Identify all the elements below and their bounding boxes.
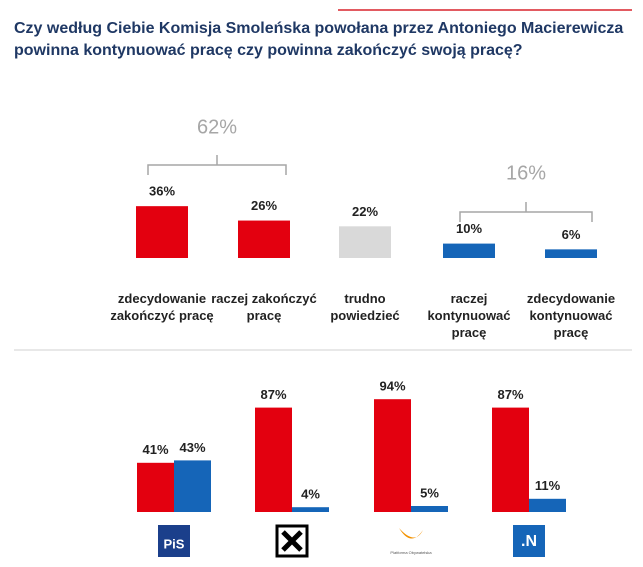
value-label: 11% [535, 478, 561, 493]
bar [339, 226, 391, 258]
value-label: 5% [420, 485, 439, 500]
value-label: 94% [379, 379, 405, 394]
category-label: raczej kontynuować pracę [427, 291, 511, 340]
value-label: 10% [456, 221, 482, 236]
bar [374, 399, 411, 512]
bracket [459, 202, 593, 222]
value-label: 22% [352, 204, 378, 219]
bar [238, 220, 290, 258]
logo [158, 525, 190, 557]
value-label: 26% [251, 198, 277, 213]
value-label: 87% [260, 387, 286, 402]
bar [443, 243, 495, 258]
bar [411, 506, 448, 512]
annotation: 62% [197, 116, 237, 138]
category-label: raczej zakończyć pracę [211, 291, 317, 323]
logo [399, 528, 423, 539]
bar [136, 206, 188, 258]
bar [137, 462, 174, 512]
bar [174, 460, 211, 512]
value-label: 6% [562, 227, 581, 242]
value-label: 87% [497, 387, 523, 402]
bracket [147, 155, 287, 175]
bar [292, 507, 329, 512]
category-label: zdecydowanie zakończyć pracę [110, 291, 214, 323]
bar [529, 498, 566, 512]
chart-title: Czy według Ciebie Komisja Smoleńska powo… [14, 20, 624, 59]
category-label: zdecydowanie kontynuować pracę [526, 291, 616, 340]
value-label: 41% [142, 442, 168, 457]
category-label: trudno powiedzieć [330, 291, 400, 323]
value-label: 36% [149, 184, 175, 199]
logo-text: .N [521, 533, 537, 550]
bar [492, 407, 529, 512]
logo-text: PiS [164, 536, 185, 551]
logo [513, 525, 545, 557]
value-label: 43% [179, 440, 205, 455]
bar [545, 249, 597, 258]
logo-text: Platforma Obywatelska [390, 550, 432, 555]
annotation: 16% [506, 162, 546, 184]
value-label: 4% [301, 487, 320, 502]
logo-x [281, 530, 303, 552]
bar [255, 407, 292, 512]
